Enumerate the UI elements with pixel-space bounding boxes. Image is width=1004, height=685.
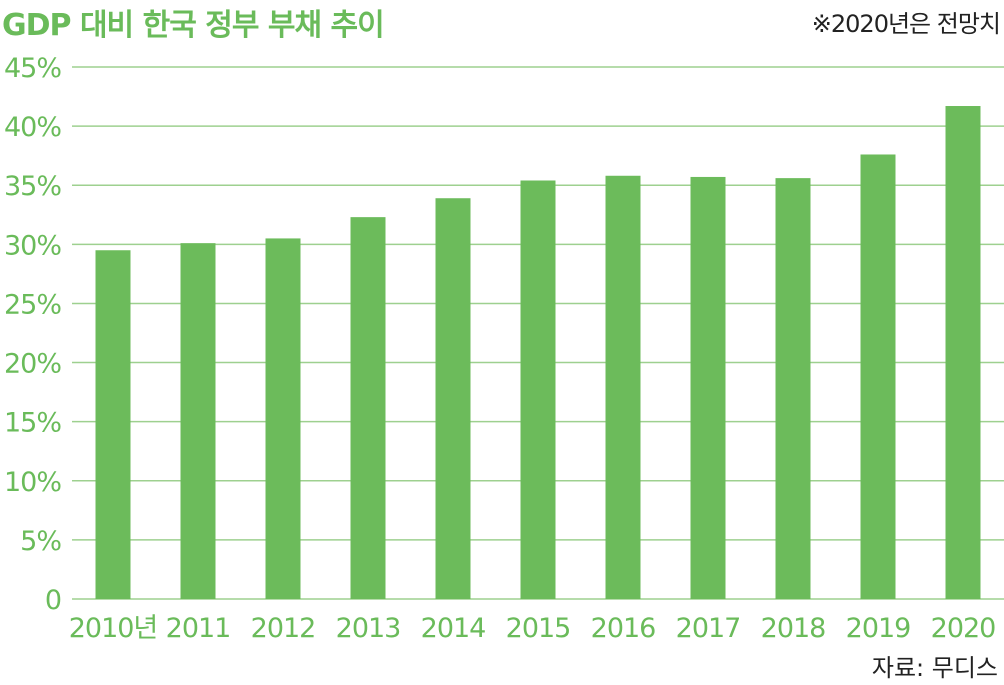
bar — [860, 154, 896, 600]
x-tick-label: 2015 — [506, 613, 571, 644]
bar — [180, 243, 216, 599]
y-tick-label: 25% — [4, 289, 61, 320]
y-tick-label: 0 — [45, 585, 61, 616]
bar — [350, 217, 386, 600]
source-note: 자료: 무디스 — [871, 654, 998, 682]
x-tick-label: 2017 — [676, 613, 741, 644]
bars — [95, 106, 981, 600]
bar — [945, 106, 981, 599]
x-tick-label: 2012 — [251, 613, 316, 644]
x-tick-label: 2013 — [336, 613, 401, 644]
x-tick-label: 2018 — [761, 613, 826, 644]
y-tick-label: 20% — [4, 349, 61, 380]
bar — [605, 175, 641, 599]
x-tick-label: 2014 — [421, 613, 486, 644]
y-tick-label: 40% — [4, 112, 61, 143]
forecast-note: ※2020년은 전망치 — [811, 10, 1001, 38]
x-tick-label: 2010년 — [69, 613, 158, 644]
bar — [95, 250, 131, 599]
y-tick-label: 35% — [4, 171, 61, 202]
x-tick-label: 2011 — [166, 613, 231, 644]
x-tick-label: 2019 — [846, 613, 911, 644]
y-tick-label: 5% — [20, 526, 61, 557]
y-tick-label: 45% — [4, 53, 61, 84]
y-tick-label: 15% — [4, 408, 61, 439]
x-axis-ticks: 2010년 2011 2012 2013 2014 2015 2016 2017 2018 201… — [69, 613, 997, 644]
bar — [775, 178, 811, 599]
y-tick-label: 30% — [4, 230, 61, 261]
y-axis-ticks: 0 5% 10% 15% 20% 25% 30% 35% 40% 45% — [4, 53, 62, 616]
chart-title: GDP 대비 한국 정부 부채 추이 — [2, 8, 385, 43]
bar — [435, 198, 471, 599]
y-tick-label: 10% — [4, 467, 61, 498]
bar — [265, 238, 301, 599]
bar — [690, 176, 726, 600]
bar — [520, 180, 556, 599]
x-tick-label: 2016 — [591, 613, 656, 644]
x-tick-label: 2020 — [931, 613, 996, 644]
